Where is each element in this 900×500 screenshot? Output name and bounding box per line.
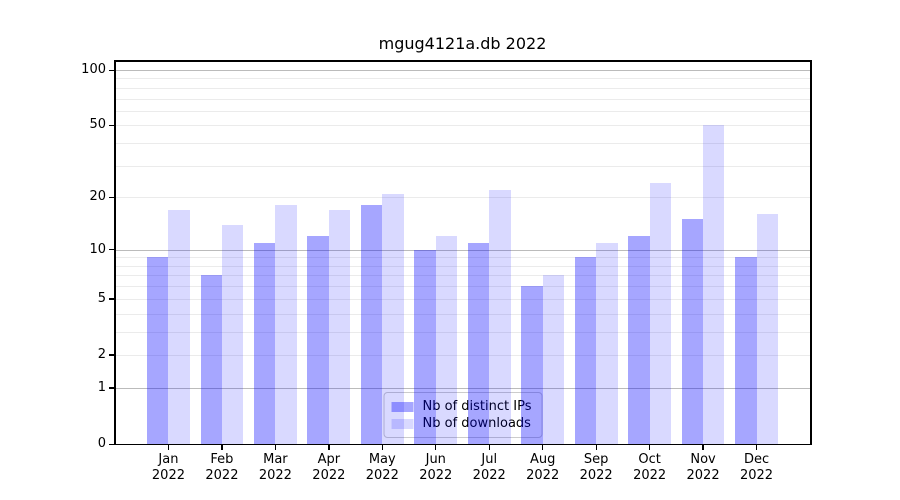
legend-item-label: Nb of downloads <box>422 416 531 431</box>
bar-downloads <box>703 125 725 444</box>
legend-item: Nb of distinct IPs <box>391 398 532 415</box>
x-axis-tick-label: Jul 2022 <box>472 452 506 483</box>
legend-item-label: Nb of distinct IPs <box>422 399 532 414</box>
axis-spine-left <box>114 60 116 445</box>
y-axis-tick-label: 5 <box>97 290 106 306</box>
x-axis-tick <box>649 445 651 450</box>
x-axis-tick <box>274 445 277 450</box>
y-axis-tick-label: 10 <box>89 241 106 257</box>
y-axis-tick <box>109 354 114 356</box>
x-axis-tick-label: May 2022 <box>365 452 399 483</box>
y-axis-tick-label: 0 <box>97 436 106 451</box>
bar-distinct-ips <box>735 257 757 444</box>
x-axis-tick-label: Oct 2022 <box>633 452 667 483</box>
y-axis-tick-label: 50 <box>89 117 106 133</box>
x-axis-tick <box>755 445 758 450</box>
bar-downloads <box>489 189 511 444</box>
legend-swatch-downloads <box>391 418 414 429</box>
x-axis-tick <box>595 445 597 450</box>
x-axis-tick <box>488 445 490 450</box>
bar-downloads <box>542 275 565 444</box>
bar-downloads <box>221 224 244 444</box>
bar-downloads <box>328 209 351 444</box>
y-axis-tick <box>109 443 114 445</box>
x-axis-tick <box>435 445 437 450</box>
bar-distinct-ips <box>467 242 490 444</box>
x-axis-tick-label: Mar 2022 <box>258 452 292 483</box>
bar-downloads <box>649 183 671 444</box>
x-axis-tick-label: Jan 2022 <box>151 452 185 483</box>
bar-downloads <box>756 214 778 444</box>
bar-distinct-ips <box>307 236 329 444</box>
bar-distinct-ips <box>521 286 543 444</box>
axis-spine-bottom <box>115 443 811 445</box>
x-axis-tick <box>381 445 383 450</box>
y-axis-tick-label: 20 <box>89 189 106 205</box>
x-axis-tick-label: Jun 2022 <box>419 452 453 483</box>
legend-item: Nb of downloads <box>391 415 532 432</box>
chart-title: mgug4121a.db 2022 <box>378 34 547 53</box>
bar-distinct-ips <box>628 236 650 444</box>
y-axis-tick-label: 2 <box>97 346 106 362</box>
axis-spine-right <box>810 60 812 445</box>
x-axis-tick-label: Sep 2022 <box>579 452 613 483</box>
y-axis-tick <box>109 196 114 199</box>
x-axis-tick <box>702 445 704 450</box>
legend: Nb of distinct IPs Nb of downloads <box>383 392 543 438</box>
x-axis-tick-label: Aug 2022 <box>526 452 560 483</box>
bar-downloads <box>382 193 404 444</box>
y-axis-tick <box>109 124 114 127</box>
y-axis-tick <box>109 69 114 71</box>
x-axis-tick-label: Nov 2022 <box>686 452 720 483</box>
gridline-minor <box>115 110 810 112</box>
x-axis-tick <box>167 445 170 450</box>
bar-distinct-ips <box>147 257 169 444</box>
gridline-minor <box>115 98 810 100</box>
legend-swatch-distinct-ips <box>391 401 414 412</box>
axis-spine-top <box>115 60 811 62</box>
x-axis-tick-label: Feb 2022 <box>205 452 239 483</box>
x-axis-tick-label: Dec 2022 <box>739 452 774 483</box>
bar-distinct-ips <box>681 219 704 444</box>
gridline-minor <box>115 78 810 80</box>
bar-distinct-ips <box>414 249 436 444</box>
gridline-minor <box>115 87 810 89</box>
x-axis-tick-label: Apr 2022 <box>312 452 346 483</box>
x-axis-tick <box>221 445 223 450</box>
x-axis-tick <box>328 445 330 450</box>
bar-downloads <box>168 209 190 444</box>
bar-distinct-ips <box>200 275 222 444</box>
x-axis-tick <box>542 445 544 450</box>
gridline-major <box>115 70 810 71</box>
bar-downloads <box>435 236 458 444</box>
y-axis-tick-label: 100 <box>81 62 106 77</box>
y-axis-tick-label: 1 <box>97 379 106 395</box>
bar-downloads <box>596 242 618 444</box>
y-axis-tick <box>109 249 114 251</box>
y-axis-tick <box>109 298 114 300</box>
bar-distinct-ips <box>574 257 597 444</box>
y-axis-tick <box>109 387 114 389</box>
bar-downloads <box>275 205 297 444</box>
bar-distinct-ips <box>360 205 383 444</box>
bar-distinct-ips <box>254 242 276 444</box>
